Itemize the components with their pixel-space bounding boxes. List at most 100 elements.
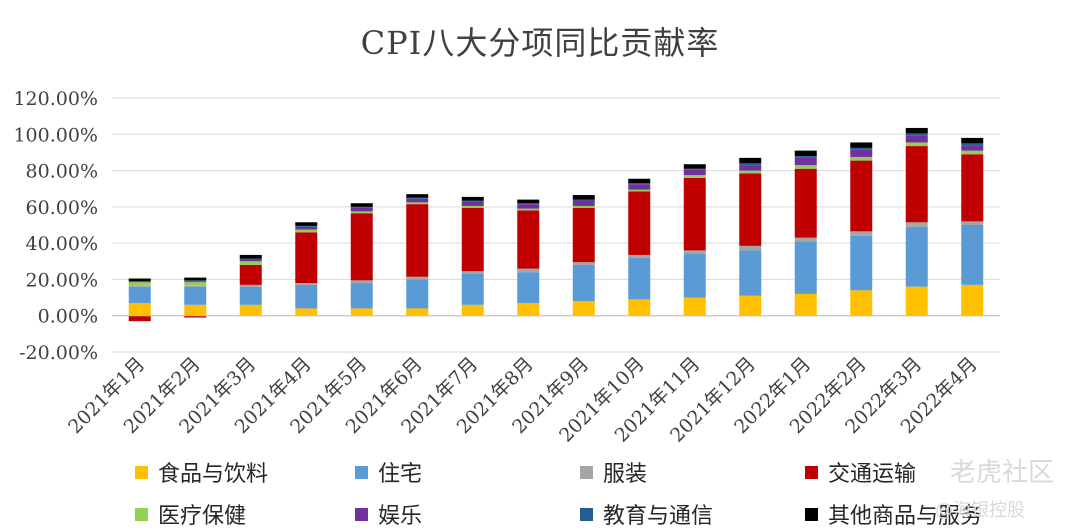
bar-segment-其他商品与服务 <box>295 222 318 226</box>
bar-segment-住宅 <box>295 284 318 309</box>
bar-segment-服装 <box>128 285 151 287</box>
watermark-logo-text: 老虎社区 <box>950 458 1055 488</box>
bar-segment-娱乐 <box>850 149 873 157</box>
bar-segment-教育与通信 <box>628 183 651 185</box>
bar-segment-食品与饮料 <box>406 308 429 316</box>
bar-segment-娱乐 <box>406 198 429 203</box>
bar-segment-食品与饮料 <box>794 293 817 316</box>
chart-title: CPI八大分项同比贡献率 <box>360 24 720 62</box>
legend-swatch <box>805 507 818 521</box>
bar-segment-其他商品与服务 <box>905 127 928 134</box>
bar-segment-住宅 <box>739 250 762 296</box>
bar-segment-交通运输 <box>961 154 984 222</box>
legend-item: 教育与通信 <box>580 498 713 530</box>
bar-segment-教育与通信 <box>406 197 429 199</box>
y-tick-label: 0.00% <box>38 306 98 328</box>
bar-segment-医疗保健 <box>572 205 595 208</box>
bar-segment-交通运输 <box>517 210 540 269</box>
bar-segment-交通运输 <box>350 213 373 281</box>
bar-segment-其他商品与服务 <box>961 137 984 144</box>
bar-segment-交通运输 <box>239 264 262 285</box>
bar-segment-娱乐 <box>572 200 595 206</box>
legend-label: 教育与通信 <box>603 504 714 529</box>
bar-segment-其他商品与服务 <box>850 142 873 148</box>
bar-segment-食品与饮料 <box>850 290 873 316</box>
bar-segment-娱乐 <box>184 281 207 283</box>
bar-segment-医疗保健 <box>739 170 762 174</box>
bar-segment-交通运输 <box>628 191 651 255</box>
bar-segment-娱乐 <box>350 207 373 212</box>
bar-segment-医疗保健 <box>683 175 706 178</box>
bar-segment-医疗保健 <box>517 208 540 211</box>
bar-segment-食品与饮料 <box>905 286 928 316</box>
legend-swatch <box>805 465 818 479</box>
bar-segment-服装 <box>739 245 762 251</box>
bar-segment-医疗保健 <box>628 189 651 192</box>
y-tick-label: -20.00% <box>19 342 98 364</box>
bar-segment-交通运输 <box>461 207 484 272</box>
bar-segment-教育与通信 <box>184 280 207 282</box>
legend-item: 交通运输 <box>805 456 916 488</box>
bar-segment-教育与通信 <box>794 156 817 158</box>
bar-segment-服装 <box>295 283 318 285</box>
y-tick-label: 60.00% <box>26 197 98 219</box>
bar-segment-服装 <box>683 250 706 255</box>
bar-segment-娱乐 <box>517 204 540 209</box>
bar-segment-食品与饮料 <box>739 295 762 316</box>
legend-swatch <box>355 507 368 521</box>
bar-segment-教育与通信 <box>961 143 984 146</box>
bar-segment-教育与通信 <box>239 258 262 260</box>
legend-item: 医疗保健 <box>135 498 246 530</box>
bar-segment-食品与饮料 <box>295 308 318 316</box>
bar-segment-服装 <box>461 271 484 274</box>
bar-segment-医疗保健 <box>905 142 928 147</box>
bar-segment-医疗保健 <box>850 156 873 161</box>
bar-segment-服装 <box>794 237 817 242</box>
bar-segment-住宅 <box>850 235 873 291</box>
bar-segment-住宅 <box>461 273 484 305</box>
bar-segment-食品与饮料 <box>128 303 151 316</box>
y-tick-label: 40.00% <box>26 233 98 255</box>
bar-segment-住宅 <box>794 241 817 294</box>
bar-segment-服装 <box>850 231 873 236</box>
bar-segment-娱乐 <box>739 165 762 171</box>
bar-segment-服装 <box>961 221 984 225</box>
bar-segment-食品与饮料 <box>184 304 207 316</box>
legend-label: 食品与饮料 <box>158 462 269 487</box>
bar-segment-其他商品与服务 <box>350 203 373 207</box>
bar-segment-娱乐 <box>461 201 484 206</box>
legend-label: 医疗保健 <box>158 504 247 529</box>
bar-segment-娱乐 <box>295 226 318 230</box>
bar-segment-教育与通信 <box>461 200 484 202</box>
bar-segment-食品与饮料 <box>350 308 373 316</box>
bar-segment-教育与通信 <box>517 203 540 205</box>
legend-swatch <box>580 507 593 521</box>
bar-segment-其他商品与服务 <box>461 196 484 201</box>
bar-segment-教育与通信 <box>295 225 318 227</box>
bar-segment-交通运输 <box>406 204 429 277</box>
bar-segment-娱乐 <box>905 135 928 143</box>
legend-swatch <box>135 507 148 521</box>
y-tick-label: 120.00% <box>13 88 98 110</box>
bar-segment-服装 <box>239 284 262 287</box>
y-tick-label: 20.00% <box>26 269 98 291</box>
bar-segment-教育与通信 <box>683 168 706 170</box>
bar-segment-住宅 <box>128 286 151 304</box>
bar-segment-服装 <box>905 222 928 227</box>
bar-segment-医疗保健 <box>461 205 484 208</box>
watermark-account-text: @海银控股 <box>935 500 1025 521</box>
bar-segment-其他商品与服务 <box>794 150 817 157</box>
legend-label: 交通运输 <box>828 462 917 487</box>
bar-segment-其他商品与服务 <box>572 195 595 200</box>
bar-segment-交通运输 <box>572 207 595 263</box>
legend-item: 服装 <box>580 456 647 488</box>
bar-segment-医疗保健 <box>295 229 318 233</box>
legend-label: 娱乐 <box>378 504 423 529</box>
bar-segment-交通运输 <box>295 232 318 284</box>
bar-segment-服装 <box>406 276 429 280</box>
bar-segment-住宅 <box>406 279 429 309</box>
bar-segment-住宅 <box>517 272 540 304</box>
bar-segment-医疗保健 <box>184 282 207 286</box>
bar-segment-教育与通信 <box>739 163 762 166</box>
legend-label: 其他商品与服务 <box>828 504 983 529</box>
